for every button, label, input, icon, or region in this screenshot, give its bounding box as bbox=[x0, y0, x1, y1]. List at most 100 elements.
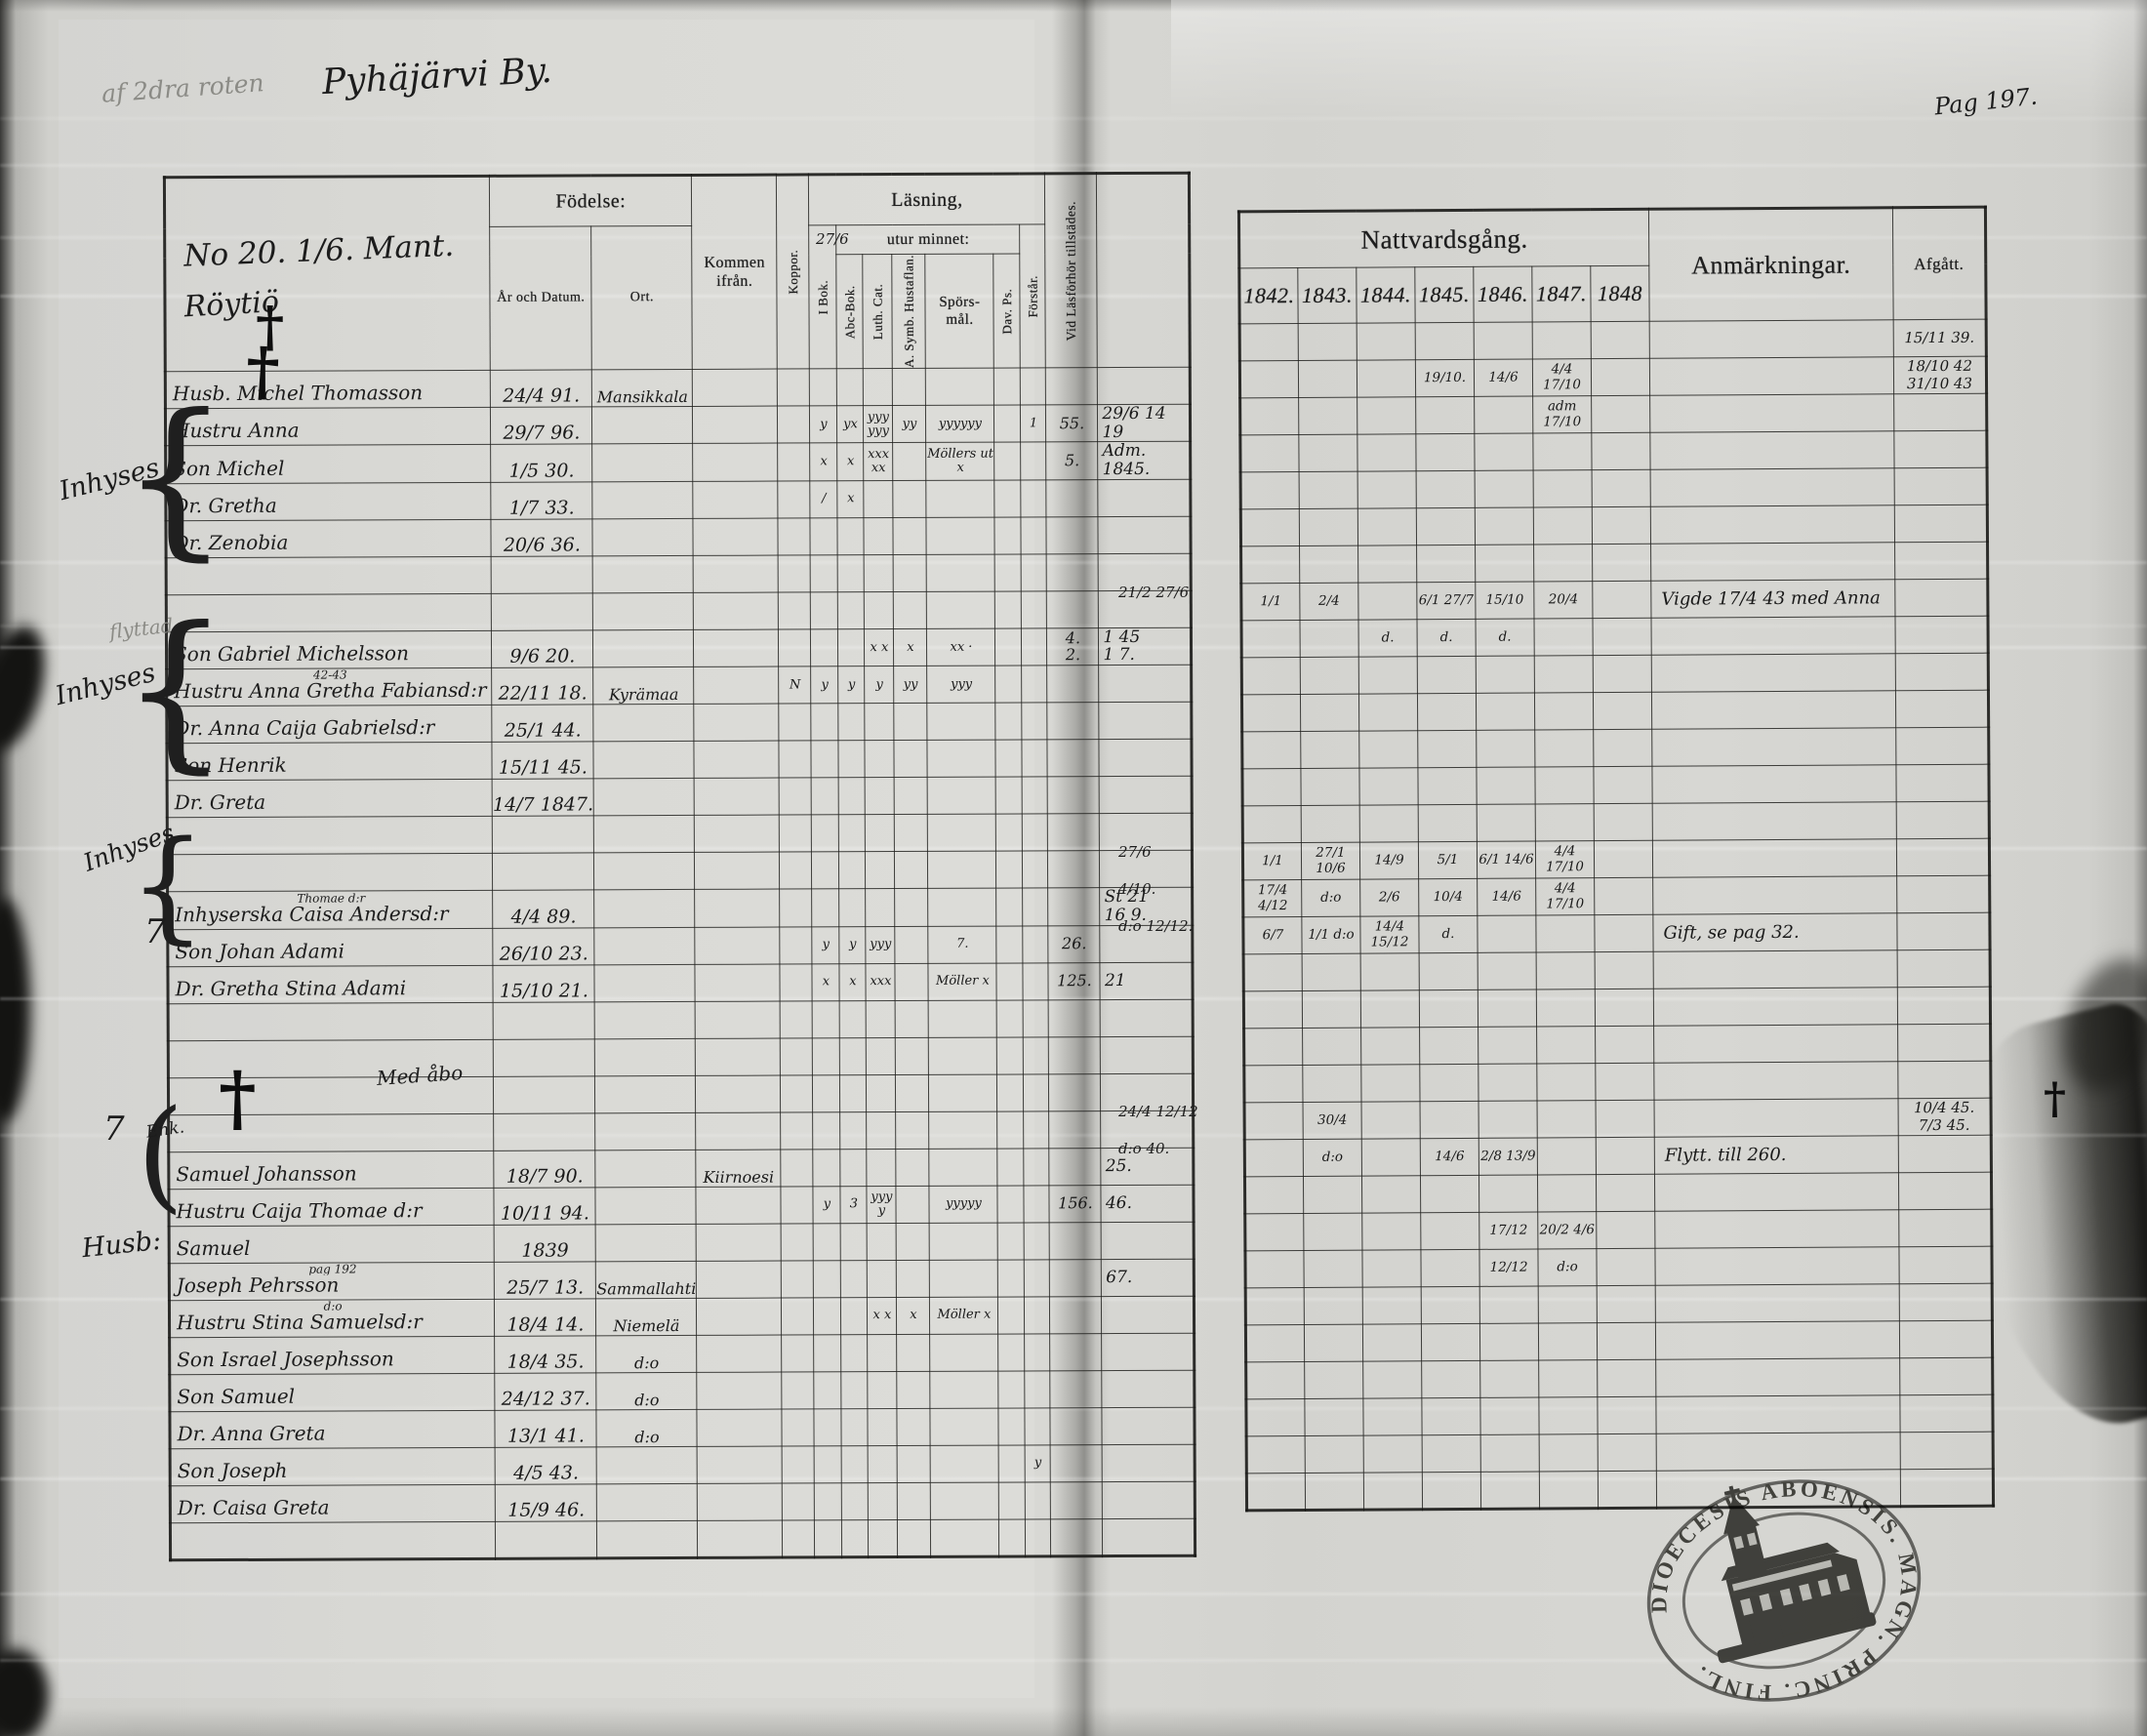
communion-date-cell bbox=[1300, 731, 1359, 769]
reading-mark-cell: x bbox=[812, 963, 840, 1001]
communion-date-cell bbox=[1360, 952, 1420, 991]
communion-date-cell bbox=[1595, 989, 1654, 1027]
birth-date-cell bbox=[493, 1038, 595, 1076]
right-person-row: 15/11 39. bbox=[1239, 319, 1987, 361]
reading-mark-cell bbox=[814, 1371, 842, 1409]
attendance-cell bbox=[1047, 702, 1100, 741]
reading-mark-cell bbox=[868, 1334, 898, 1372]
reading-mark-cell bbox=[840, 1297, 869, 1335]
reading-mark-cell bbox=[998, 1333, 1026, 1371]
person-name-cell bbox=[168, 1001, 494, 1041]
communion-date-cell bbox=[1595, 1026, 1654, 1064]
reading-mark-cell bbox=[840, 1149, 868, 1187]
person-name: Samuel Johansson bbox=[176, 1160, 357, 1186]
communion-date-cell bbox=[1420, 1101, 1479, 1139]
reading-mark-cell bbox=[865, 777, 895, 815]
communion-date-cell bbox=[1305, 1473, 1364, 1511]
communion-date-cell bbox=[1421, 1397, 1481, 1435]
communion-date-cell bbox=[1476, 730, 1535, 768]
person-name-cell: Samuel Johansson bbox=[168, 1150, 495, 1190]
communion-date-cell bbox=[1474, 396, 1533, 434]
person-name-cell: Dr. Gretha bbox=[165, 482, 492, 521]
reading-mark-cell bbox=[841, 1519, 870, 1557]
communion-date-cell bbox=[1479, 1174, 1538, 1213]
reading-mark-cell bbox=[781, 1111, 814, 1150]
birth-place-cell bbox=[595, 1111, 697, 1151]
communion-date-cell: 19/10. bbox=[1415, 359, 1475, 397]
attendance-cell: 125. bbox=[1048, 962, 1101, 1000]
left-person-row: Son Michel 1/5 30. x x xxx xx Möllers ut x 5. A… bbox=[165, 441, 1192, 484]
reading-mark-cell bbox=[997, 1259, 1025, 1297]
birth-date-cell: 22/11 18. bbox=[491, 667, 594, 706]
reading-mark-cell bbox=[928, 1073, 998, 1111]
communion-date-cell: 17/4 4/12 bbox=[1242, 879, 1302, 917]
reading-mark-cell bbox=[997, 1185, 1025, 1223]
communion-date-cell bbox=[1362, 1397, 1423, 1436]
communion-date-cell bbox=[1244, 1213, 1304, 1251]
header-anmarkningar: Anmärkningar. bbox=[1648, 207, 1894, 322]
communion-date-cell bbox=[1538, 1396, 1599, 1434]
right-person-row: 17/4 4/12 d:o 2/6 10/4 14/6 4/4 17/10 bbox=[1242, 875, 1990, 917]
came-from-cell bbox=[697, 1519, 784, 1557]
reading-mark-cell bbox=[930, 1407, 999, 1445]
communion-date-cell: 10/4 bbox=[1418, 878, 1478, 916]
right-blank-row bbox=[1240, 505, 1988, 546]
reading-mark-cell bbox=[897, 1444, 931, 1483]
person-name: Husb. Michel Thomasson bbox=[172, 381, 424, 406]
attendance-cell bbox=[1048, 999, 1101, 1037]
communion-date-cell bbox=[1596, 1137, 1655, 1175]
communion-date-cell: 6/1 14/6 bbox=[1477, 841, 1536, 879]
attendance-cell bbox=[1046, 553, 1099, 591]
household-number-cell: No 20. 1/6. Mant. Röytiö bbox=[164, 176, 491, 372]
attendance-cell bbox=[1047, 813, 1100, 852]
communion-date-cell bbox=[1361, 1138, 1421, 1177]
communion-date-cell bbox=[1474, 433, 1534, 471]
communion-date-cell bbox=[1478, 1027, 1537, 1065]
reading-mark-cell bbox=[867, 1111, 897, 1150]
birth-date-cell: 18/7 90. bbox=[494, 1150, 596, 1188]
attendance-cell bbox=[1049, 1259, 1102, 1297]
reading-mark-cell bbox=[813, 1111, 841, 1150]
remark-cell bbox=[1649, 356, 1894, 396]
person-name-cell bbox=[167, 816, 493, 855]
communion-date-cell: 14/6 bbox=[1477, 878, 1536, 916]
communion-date-cell bbox=[1244, 1139, 1304, 1177]
person-name: Dr. Anna Greta bbox=[177, 1421, 326, 1445]
attendance-cell bbox=[1046, 516, 1099, 554]
note-cell bbox=[1102, 1517, 1196, 1556]
reading-mark-cell bbox=[778, 443, 811, 481]
reading-mark-cell: x x bbox=[864, 628, 895, 666]
reading-mark-cell bbox=[868, 1445, 898, 1483]
reading-mark-cell bbox=[814, 1445, 842, 1483]
communion-date-cell bbox=[1246, 1435, 1306, 1474]
communion-date-cell bbox=[1300, 768, 1360, 806]
reading-mark-cell bbox=[867, 1149, 897, 1187]
person-name-cell: pag 192 Joseph Pehrsson bbox=[169, 1261, 495, 1301]
reading-mark-cell bbox=[1023, 1073, 1050, 1111]
header-notes-blank bbox=[1096, 173, 1191, 368]
right-person-row: 6/7 1/1 d:o 14/4 15/12 d. Gift, se pag 32. bbox=[1242, 912, 1991, 954]
reading-mark-cell bbox=[1023, 925, 1049, 963]
left-blank-row bbox=[166, 552, 1192, 595]
header-ort: Ort. bbox=[591, 225, 693, 370]
reading-mark-cell bbox=[813, 1223, 841, 1261]
communion-date-cell bbox=[1241, 731, 1301, 769]
communion-date-cell bbox=[1304, 1287, 1363, 1325]
header-nattvardsgang: Nattvardsgång. bbox=[1238, 209, 1649, 268]
reading-mark-cell: y bbox=[838, 666, 866, 704]
birth-date-cell: 9/6 20. bbox=[491, 629, 594, 668]
remark-cell bbox=[1650, 505, 1895, 545]
reading-mark-cell bbox=[896, 1222, 930, 1261]
note-cell bbox=[1099, 813, 1193, 851]
communion-date-cell bbox=[1298, 360, 1357, 398]
communion-date-cell bbox=[1358, 693, 1418, 732]
departed-cell bbox=[1898, 1135, 1992, 1173]
communion-date-cell bbox=[1479, 1359, 1539, 1398]
right-person-row bbox=[1240, 467, 1988, 509]
right-person-row bbox=[1241, 653, 1989, 695]
communion-date-cell bbox=[1416, 470, 1476, 508]
attendance-cell bbox=[1048, 1036, 1101, 1074]
reading-mark-cell bbox=[866, 1074, 897, 1112]
reading-mark-cell bbox=[812, 1074, 841, 1112]
reading-mark-cell bbox=[996, 925, 1024, 963]
